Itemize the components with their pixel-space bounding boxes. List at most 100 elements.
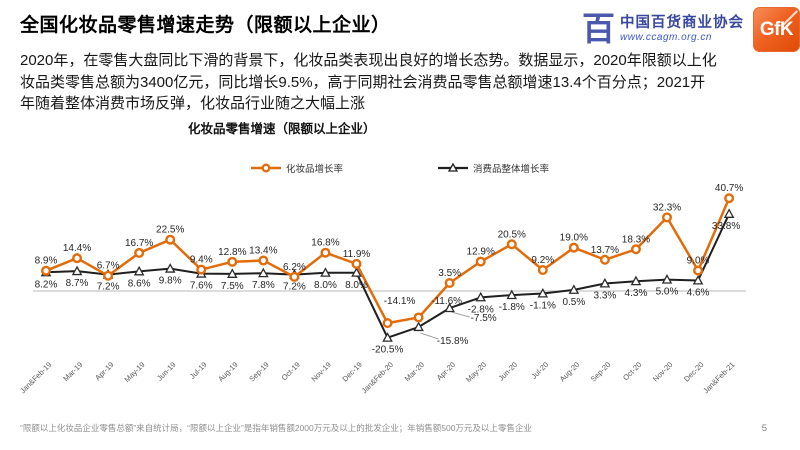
x-axis-label: Jan&Feb-20: [360, 360, 395, 395]
marker-triangle: [382, 332, 393, 342]
ccagm-org-name: 中国百货商业协会: [620, 14, 744, 31]
header-logos: 百 中国百货商业协会 www.ccagm.org.cn GfK: [582, 7, 800, 52]
data-label: 3.5%: [438, 268, 461, 279]
page-title: 全国化妆品零售增速走势（限额以上企业）: [20, 15, 391, 36]
marker-circle: [134, 247, 145, 258]
data-label: 8.9%: [35, 256, 58, 267]
x-axis-label: Sep-19: [247, 360, 270, 383]
marker-triangle: [475, 291, 487, 302]
data-label: 8.0%: [314, 280, 337, 291]
marker-circle: [662, 212, 673, 223]
data-label: 7.8%: [252, 280, 275, 291]
marker-circle: [630, 244, 641, 255]
marker-circle: [320, 247, 331, 258]
x-axis-label: Oct-19: [280, 360, 302, 382]
x-axis-label: Sep-20: [589, 360, 612, 383]
label-leader-line: [420, 332, 439, 340]
data-label: 7.5%: [221, 281, 244, 292]
data-label: 12.8%: [218, 247, 246, 258]
data-label: 12.9%: [467, 247, 495, 258]
x-axis-label: Jan&Feb-19: [18, 360, 53, 395]
x-axis-label: Mar-20: [403, 360, 426, 383]
data-label: 7.2%: [283, 282, 306, 293]
data-label: -2.8%: [468, 304, 494, 315]
summary-paragraph: 2020年，在零售大盘同比下滑的背景下，化妆品类表现出良好的增长态势。数据显示，…: [20, 52, 717, 112]
data-label: 6.2%: [283, 262, 306, 273]
page-number: 5: [761, 423, 767, 434]
data-label: 9.4%: [190, 255, 213, 266]
x-axis-label: Mar-19: [61, 360, 84, 383]
marker-triangle: [320, 267, 331, 277]
data-label: 13.4%: [249, 245, 277, 256]
x-axis-label: Aug-20: [558, 360, 581, 383]
data-label: 16.7%: [125, 238, 153, 249]
marker-circle: [537, 265, 548, 276]
x-axis-label: Nov-20: [651, 360, 674, 383]
data-label: 6.7%: [97, 261, 120, 272]
marker-circle: [196, 264, 207, 275]
x-axis-label: Apr-20: [435, 360, 457, 382]
data-label: 18.3%: [622, 234, 650, 245]
x-axis-label: Nov-19: [309, 360, 332, 383]
marker-triangle: [258, 267, 269, 278]
data-label: 16.8%: [311, 238, 339, 249]
marker-triangle: [164, 263, 176, 273]
marker-circle: [475, 256, 486, 267]
ccagm-logo-mark-icon: 百: [582, 11, 615, 48]
data-label: 13.7%: [591, 245, 619, 256]
x-axis-label: Oct-20: [621, 360, 643, 382]
ccagm-url: www.ccagm.org.cn: [620, 32, 712, 44]
marker-triangle: [692, 274, 704, 285]
x-axis-label: Jun-19: [155, 360, 178, 383]
x-axis-label: Jan&Feb-21: [701, 360, 736, 395]
marker-circle: [258, 255, 269, 266]
data-label: 8.0%: [345, 280, 368, 291]
marker-triangle: [351, 267, 362, 277]
marker-circle: [444, 278, 455, 289]
data-label: 11.9%: [343, 249, 371, 260]
footnote: “限额以上化妆品企业零售总额”来自统计局，“限额以上企业”是指年销售额2000万…: [20, 423, 532, 433]
line-triangle-marker-icon: [438, 163, 468, 172]
marker-triangle: [568, 284, 580, 294]
ccagm-logo: 百 中国百货商业协会 www.ccagm.org.cn: [582, 12, 744, 48]
marker-triangle: [71, 265, 83, 276]
data-label: 9.0%: [687, 255, 710, 266]
x-axis-label: Jun-20: [497, 360, 520, 383]
data-label: -7.5%: [471, 313, 497, 324]
marker-circle: [227, 256, 238, 267]
chart-legend: 化妆品增长率 消费品整体增长率: [0, 161, 800, 175]
label-leader-line: [451, 311, 470, 318]
gfk-logo-text: GfK: [759, 18, 794, 40]
x-axis-label: Apr-19: [93, 360, 115, 382]
x-axis-label: Jul-20: [529, 360, 550, 381]
data-label: 0.5%: [562, 297, 585, 308]
data-label: 32.3%: [653, 202, 681, 213]
x-axis-label: Jul-19: [188, 360, 209, 381]
marker-circle: [724, 193, 735, 204]
marker-triangle: [723, 208, 735, 218]
marker-circle: [382, 318, 393, 329]
data-label: 7.2%: [97, 282, 120, 293]
marker-triangle: [661, 274, 673, 284]
data-label: 8.6%: [128, 278, 151, 289]
data-label: -15.8%: [437, 336, 469, 347]
legend-item-cosmetics: 化妆品增长率: [250, 161, 343, 175]
data-label: 20.5%: [498, 229, 526, 240]
x-axis-label: Dec-20: [682, 360, 705, 383]
marker-triangle: [413, 321, 424, 332]
marker-triangle: [537, 287, 549, 298]
data-label: 33.8%: [712, 221, 740, 232]
marker-circle: [506, 239, 517, 250]
data-label: 3.3%: [594, 290, 617, 301]
data-label: 14.4%: [63, 243, 91, 254]
marker-circle: [599, 254, 610, 265]
gfk-logo: GfK: [753, 7, 800, 52]
marker-triangle: [599, 277, 611, 288]
data-label: 8.2%: [35, 279, 58, 290]
legend-label-consumer-goods: 消费品整体增长率: [473, 164, 550, 175]
data-label: -20.5%: [372, 345, 404, 356]
data-label: 4.6%: [687, 288, 710, 299]
marker-circle: [41, 265, 52, 276]
line-circle-marker-icon: [250, 163, 281, 173]
